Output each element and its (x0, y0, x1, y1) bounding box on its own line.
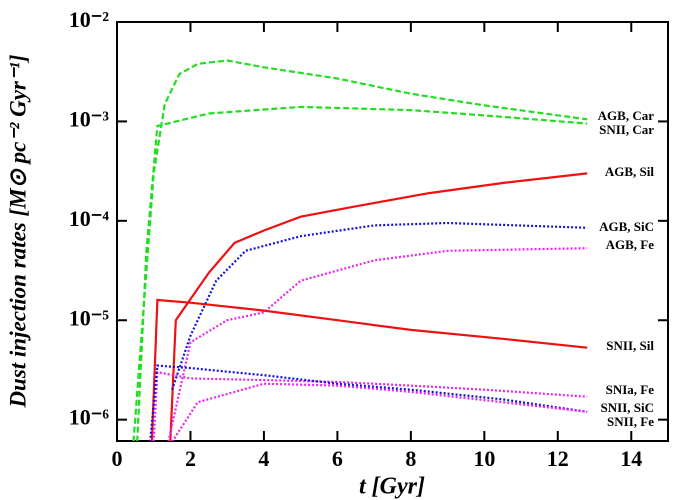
x-tick-label: 2 (185, 446, 196, 471)
series-label: SNII, Car (599, 122, 654, 137)
y-tick-label: 10⁻³ (69, 106, 110, 131)
y-tick-label: 10⁻⁶ (69, 405, 110, 430)
series-label: AGB, Car (598, 108, 655, 123)
series-label: AGB, SiC (599, 219, 654, 234)
series-label: SNII, SiC (601, 400, 654, 415)
y-axis-label: Dust injection rates [M⊙ pc⁻² Gyr⁻¹] (5, 54, 30, 408)
series-line (150, 298, 588, 441)
x-tick-label: 6 (332, 446, 343, 471)
series-line (169, 172, 588, 441)
x-tick-label: 8 (405, 446, 416, 471)
plot-lines (132, 59, 588, 441)
series-line (167, 247, 588, 441)
x-tick-label: 0 (112, 446, 123, 471)
series-label: AGB, Sil (605, 164, 655, 179)
x-axis-label: t [Gyr] (359, 474, 425, 500)
series-line (171, 221, 588, 391)
x-tick-label: 12 (547, 446, 569, 471)
series-label: AGB, Fe (606, 237, 655, 252)
y-tick-label: 10⁻⁴ (69, 206, 110, 231)
x-tick-label: 14 (620, 446, 642, 471)
y-tick-label: 10⁻⁵ (69, 305, 110, 330)
series-line (171, 382, 588, 441)
series-label: SNII, Fe (607, 414, 654, 429)
series-line (149, 364, 588, 441)
series-line (152, 370, 588, 441)
x-tick-label: 10 (473, 446, 495, 471)
series-line (136, 105, 588, 441)
y-tick-label: 10⁻² (69, 7, 110, 32)
plot-frame (116, 21, 669, 442)
x-tick-label: 4 (258, 446, 269, 471)
series-label: SNII, Sil (606, 338, 654, 353)
series-label: SNIa, Fe (606, 382, 655, 397)
